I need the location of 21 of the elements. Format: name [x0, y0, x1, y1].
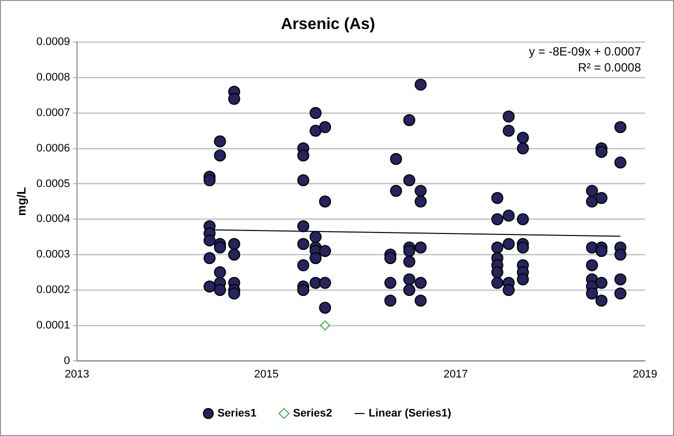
y-tick-label: 0 — [64, 354, 70, 367]
x-tick-label: 2013 — [64, 368, 90, 380]
legend-label: Series1 — [217, 408, 256, 420]
y-tick-label: 0.0006 — [36, 142, 70, 154]
x-tick-label: 2017 — [443, 368, 468, 380]
annotation: R² = 0.0008 — [578, 60, 642, 75]
legend-label: Linear (Series1) — [368, 408, 452, 420]
y-tick-label: 0.0008 — [36, 72, 70, 84]
y-tick-label: 0.0009 — [36, 36, 70, 48]
y-tick-label: 0.0004 — [36, 213, 70, 226]
y-tick-label: 0.0007 — [36, 107, 70, 120]
legend-label: Series2 — [292, 408, 332, 420]
x-tick-label: 2015 — [254, 368, 279, 380]
annotation: y = -8E-09x + 0.0007 — [528, 44, 642, 59]
y-tick-label: 0.0005 — [36, 178, 70, 190]
chart-title: Arsenic (As) — [280, 16, 376, 34]
y-tick-label: 0.0001 — [36, 319, 70, 332]
x-tick-label: 2019 — [632, 368, 658, 380]
y-tick-label: 0.0002 — [36, 284, 70, 296]
y-tick-label: 0.0003 — [36, 248, 70, 261]
y-axis-title: mg/L — [14, 187, 29, 216]
